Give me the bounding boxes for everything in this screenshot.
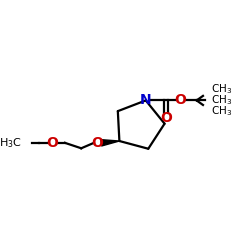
Text: CH$_3$: CH$_3$ bbox=[211, 94, 232, 107]
Text: N: N bbox=[140, 94, 151, 108]
Polygon shape bbox=[101, 140, 119, 146]
Text: CH$_3$: CH$_3$ bbox=[211, 104, 232, 118]
Text: H$_3$C: H$_3$C bbox=[0, 136, 22, 150]
Text: O: O bbox=[92, 136, 104, 150]
Text: O: O bbox=[46, 136, 58, 150]
Text: O: O bbox=[160, 111, 172, 125]
Text: CH$_3$: CH$_3$ bbox=[211, 83, 232, 96]
Text: O: O bbox=[174, 94, 186, 108]
